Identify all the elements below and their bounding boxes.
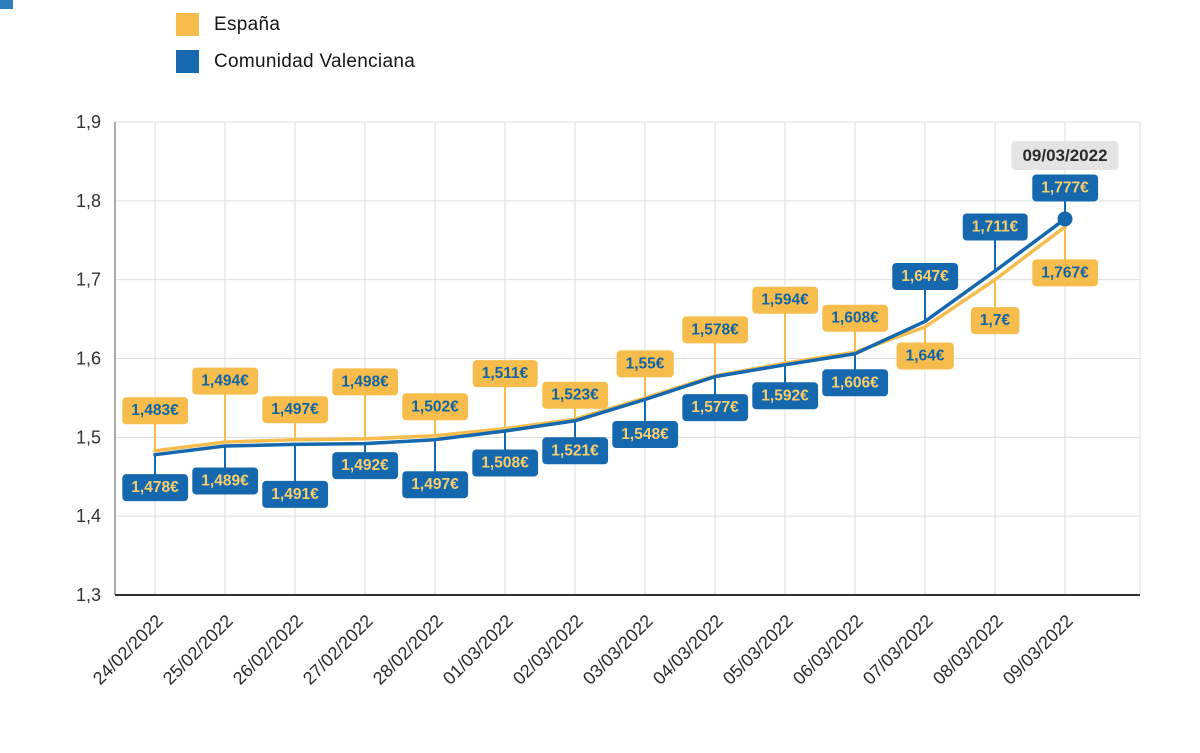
y-tick-label: 1,6	[76, 349, 101, 369]
point-value-label: 1,7€	[980, 312, 1011, 329]
x-tick-label: 08/03/2022	[929, 611, 1007, 689]
point-value-label: 1,548€	[621, 426, 669, 443]
point-value-chip	[122, 397, 189, 425]
legend-label-espana: España	[214, 13, 281, 35]
point-value-chip	[1032, 259, 1099, 287]
point-value-label: 1,647€	[901, 268, 949, 285]
point-value-label: 1,497€	[411, 476, 459, 493]
legend-swatch-comunidad-valenciana	[176, 50, 199, 73]
point-value-chip	[612, 420, 679, 448]
point-value-label: 1,711€	[972, 218, 1019, 235]
point-value-label: 1,521€	[551, 442, 599, 459]
point-value-label: 1,491€	[271, 486, 319, 503]
point-value-label: 1,608€	[831, 310, 879, 327]
point-value-chip	[752, 382, 819, 410]
point-value-label: 1,55€	[626, 355, 665, 372]
point-value-label: 1,577€	[691, 399, 739, 416]
x-axis-labels: 24/02/202225/02/202226/02/202227/02/2022…	[89, 611, 1077, 689]
point-value-chip	[192, 467, 259, 495]
point-value-label: 1,777€	[1041, 179, 1089, 196]
x-tick-label: 03/03/2022	[579, 611, 657, 689]
point-value-label: 1,478€	[131, 479, 179, 496]
point-value-chip	[616, 350, 674, 378]
legend-item-comunidad-valenciana: Comunidad Valenciana	[176, 50, 415, 73]
highlight-point-marker[interactable]	[1057, 211, 1073, 227]
point-value-chip	[402, 471, 469, 499]
point-value-label: 1,494€	[201, 373, 249, 390]
point-value-chip	[262, 480, 329, 508]
legend-label-comunidad-valenciana: Comunidad Valenciana	[214, 50, 416, 72]
series-line-comunidad-valenciana	[153, 217, 1067, 457]
point-value-label: 1,511€	[482, 365, 529, 382]
point-value-label: 1,497€	[271, 401, 319, 418]
point-value-chip	[262, 396, 329, 424]
point-value-chip	[896, 342, 954, 370]
point-value-chip	[682, 316, 749, 344]
x-tick-label: 02/03/2022	[509, 611, 587, 689]
point-value-label: 1,508€	[481, 455, 529, 472]
x-tick-label: 24/02/2022	[89, 611, 167, 689]
y-tick-label: 1,8	[76, 191, 101, 211]
point-value-label: 1,483€	[131, 402, 179, 419]
y-tick-label: 1,4	[76, 506, 101, 526]
y-axis-labels: 1,9 1,8 1,7 1,6 1,5 1,4 1,3	[76, 112, 101, 605]
y-tick-label: 1,9	[76, 112, 101, 132]
point-value-chip	[1032, 174, 1099, 202]
y-tick-label: 1,7	[76, 270, 101, 290]
point-value-chip	[332, 368, 399, 396]
point-value-label: 1,498€	[341, 373, 389, 390]
point-value-chip	[892, 262, 959, 290]
x-tick-label: 04/03/2022	[649, 611, 727, 689]
point-value-label: 1,606€	[831, 374, 879, 391]
point-value-chip	[542, 437, 609, 465]
x-tick-label: 25/02/2022	[159, 611, 237, 689]
point-value-chip	[752, 286, 819, 314]
y-tick-label: 1,3	[76, 585, 101, 605]
point-value-chip	[822, 304, 889, 332]
point-value-chip	[402, 393, 469, 421]
point-value-label: 1,594€	[761, 292, 809, 309]
legend-item-espana: España	[176, 13, 415, 36]
point-value-label: 1,489€	[201, 473, 249, 490]
x-tick-label: 27/02/2022	[299, 611, 377, 689]
cropped-ui-fragment	[0, 0, 13, 9]
x-tick-label: 26/02/2022	[229, 611, 307, 689]
point-value-chip	[822, 369, 889, 397]
point-value-chip	[472, 449, 539, 477]
legend-swatch-espana	[176, 13, 199, 36]
point-value-label: 1,767€	[1041, 264, 1089, 281]
point-value-chip	[682, 394, 749, 422]
point-value-label: 1,592€	[761, 387, 809, 404]
point-value-chip	[542, 381, 609, 409]
x-tick-label: 05/03/2022	[719, 611, 797, 689]
legend: España Comunidad Valenciana	[176, 13, 415, 73]
point-value-chip	[332, 452, 399, 480]
point-value-label: 1,64€	[906, 347, 945, 364]
point-value-chip	[970, 307, 1020, 335]
x-tick-label: 09/03/2022	[999, 611, 1077, 689]
point-value-chip	[962, 213, 1028, 241]
x-tick-label: 01/03/2022	[439, 611, 517, 689]
date-tooltip: 09/03/2022	[1011, 141, 1119, 170]
y-tick-label: 1,5	[76, 427, 101, 447]
point-value-chip	[472, 360, 538, 388]
x-tick-label: 07/03/2022	[859, 611, 937, 689]
point-value-chip	[192, 367, 259, 395]
x-tick-label: 28/02/2022	[369, 611, 447, 689]
point-value-label: 1,523€	[551, 387, 599, 404]
x-tick-label: 06/03/2022	[789, 611, 867, 689]
point-value-label: 1,502€	[411, 398, 459, 415]
point-value-chip	[122, 474, 189, 502]
point-value-label: 1,578€	[691, 321, 739, 338]
point-value-label: 1,492€	[341, 457, 389, 474]
